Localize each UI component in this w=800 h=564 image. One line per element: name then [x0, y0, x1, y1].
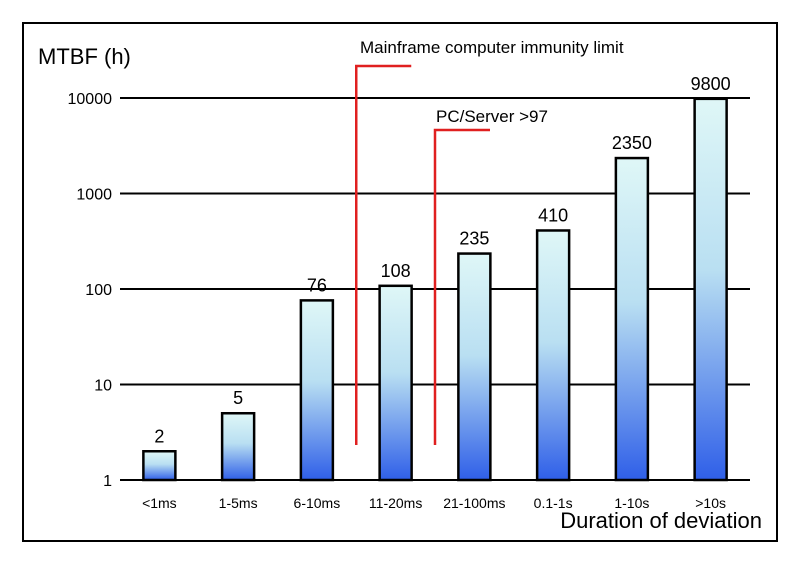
data-label: 410	[538, 205, 568, 225]
x-tick-label: 11-20ms	[369, 495, 422, 511]
bar	[614, 156, 650, 482]
x-axis-label: Duration of deviation	[560, 508, 762, 533]
bar	[535, 229, 571, 482]
data-label-layer: 2 5 76 108 235 410 2350 9800	[154, 74, 730, 446]
x-tick-label: >10s	[695, 495, 726, 511]
x-tick-label: 6-10ms	[294, 495, 341, 511]
x-tick-label: <1ms	[142, 495, 177, 511]
bar	[142, 450, 177, 482]
y-tick-labels: 1 10 100 1000 10000	[68, 91, 113, 490]
data-label: 76	[307, 275, 327, 295]
annotation-mainframe-limit: Mainframe computer immunity limit	[360, 38, 624, 57]
data-label: 5	[233, 388, 243, 408]
y-tick-label: 1000	[76, 187, 112, 204]
x-tick-label: 1-5ms	[219, 495, 258, 511]
bar	[299, 299, 335, 482]
data-label: 2350	[612, 133, 652, 153]
y-tick-label: 1	[103, 473, 112, 490]
data-label: 235	[459, 229, 489, 249]
x-tick-label: 0.1-1s	[534, 495, 573, 511]
y-tick-label: 100	[85, 282, 112, 299]
data-label: 108	[381, 261, 411, 281]
y-axis-label: MTBF (h)	[38, 44, 131, 69]
bar	[693, 97, 728, 482]
annotation-line	[355, 64, 412, 445]
annotation-pc-server: PC/Server >97	[436, 107, 548, 126]
bar	[220, 411, 256, 482]
data-label: 2	[154, 426, 164, 446]
x-tick-label: 1-10s	[614, 495, 649, 511]
annotation-line	[433, 128, 490, 445]
bar	[378, 284, 413, 482]
bar	[457, 252, 492, 482]
bar-layer	[142, 97, 728, 482]
data-label: 9800	[691, 74, 731, 94]
x-tick-label: 21-100ms	[443, 495, 505, 511]
x-tick-labels: <1ms 1-5ms 6-10ms 11-20ms 21-100ms 0.1-1s 1-10…	[142, 495, 726, 511]
y-tick-label: 10	[94, 378, 112, 395]
annotation-layer	[355, 64, 490, 445]
y-tick-label: 10000	[68, 91, 113, 108]
